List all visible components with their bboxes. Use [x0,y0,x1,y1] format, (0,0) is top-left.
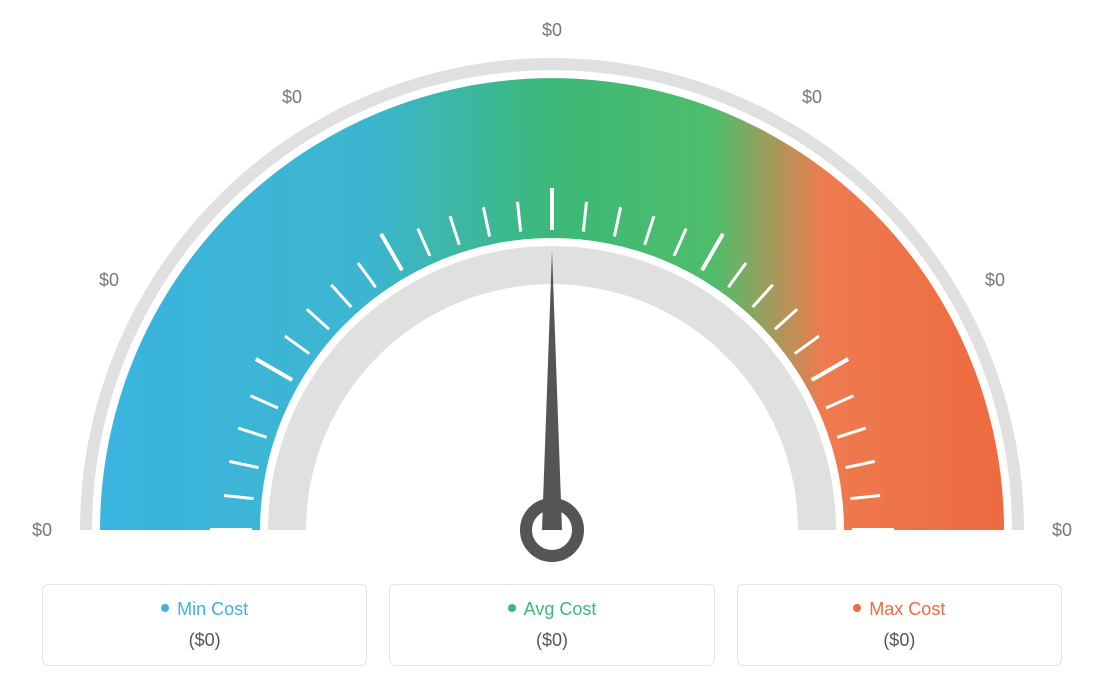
gauge-chart-container: $0 $0 $0 $0 $0 $0 $0 Min Cost ($0) Avg Cost ($… [0,0,1104,690]
legend-label-max: Max Cost [869,599,945,619]
svg-text:$0: $0 [542,20,562,40]
bullet-min [161,604,169,612]
legend-card-min: Min Cost ($0) [42,584,367,666]
legend-value-max: ($0) [746,630,1053,651]
svg-text:$0: $0 [99,270,119,290]
legend-value-min: ($0) [51,630,358,651]
bullet-max [853,604,861,612]
legend-card-avg: Avg Cost ($0) [389,584,714,666]
svg-text:$0: $0 [802,87,822,107]
legend-title-min: Min Cost [51,599,358,620]
svg-text:$0: $0 [1052,520,1072,540]
svg-text:$0: $0 [282,87,302,107]
legend-title-avg: Avg Cost [398,599,705,620]
svg-text:$0: $0 [32,520,52,540]
svg-text:$0: $0 [985,270,1005,290]
legend-title-max: Max Cost [746,599,1053,620]
legend-card-max: Max Cost ($0) [737,584,1062,666]
legend-label-avg: Avg Cost [524,599,597,619]
legend-row: Min Cost ($0) Avg Cost ($0) Max Cost ($0… [42,584,1062,666]
legend-label-min: Min Cost [177,599,248,619]
gauge-svg: $0 $0 $0 $0 $0 $0 $0 [0,0,1104,600]
legend-value-avg: ($0) [398,630,705,651]
bullet-avg [508,604,516,612]
